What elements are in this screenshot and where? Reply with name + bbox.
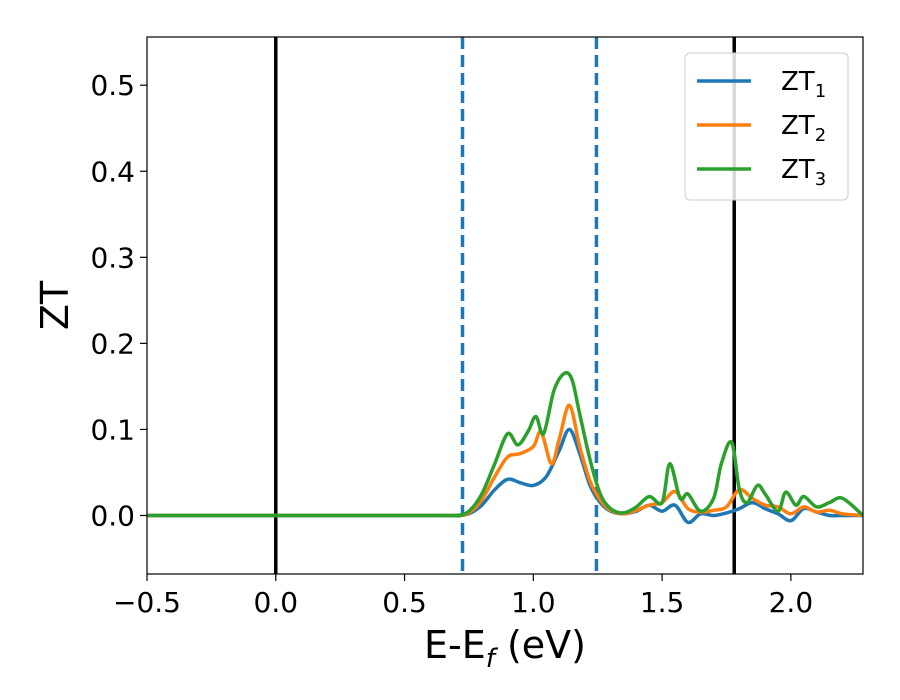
y-tick-label: 0.4 bbox=[90, 155, 135, 188]
x-tick-label: 0.5 bbox=[382, 586, 427, 619]
x-tick-label: 0.0 bbox=[254, 586, 299, 619]
series-lines bbox=[147, 370, 863, 525]
legend-label: ZT1 bbox=[781, 67, 826, 102]
legend-box bbox=[684, 52, 849, 201]
legend: ZT1 ZT2 ZT3 bbox=[684, 52, 849, 201]
y-axis-ticks: 0.0 0.1 0.2 0.3 0.4 0.5 bbox=[90, 69, 147, 532]
y-axis-label: ZT bbox=[33, 280, 77, 330]
y-tick-label: 0.5 bbox=[90, 69, 135, 102]
x-axis-label: E-Ef (eV) bbox=[424, 623, 586, 674]
x-axis-label-unit: (eV) bbox=[495, 623, 586, 667]
x-tick-label: 1.5 bbox=[640, 586, 685, 619]
x-axis-label-main: E-E bbox=[424, 623, 486, 667]
x-tick-label: 2.0 bbox=[769, 586, 814, 619]
y-tick-label: 0.2 bbox=[90, 327, 135, 360]
series-line-zt2 bbox=[147, 403, 863, 518]
y-tick-label: 0.3 bbox=[90, 241, 135, 274]
series-line-zt3 bbox=[147, 370, 863, 518]
plot-frame bbox=[146, 36, 864, 575]
y-tick-label: 0.0 bbox=[90, 499, 135, 532]
legend-label: ZT3 bbox=[781, 155, 826, 190]
x-axis-ticks: −0.5 0.0 0.5 1.0 1.5 2.0 bbox=[113, 574, 813, 619]
y-tick-label: 0.1 bbox=[90, 413, 135, 446]
x-tick-label: −0.5 bbox=[113, 586, 181, 619]
legend-label: ZT2 bbox=[781, 111, 826, 146]
x-tick-label: 1.0 bbox=[511, 586, 556, 619]
series-line-zt1 bbox=[147, 427, 863, 525]
